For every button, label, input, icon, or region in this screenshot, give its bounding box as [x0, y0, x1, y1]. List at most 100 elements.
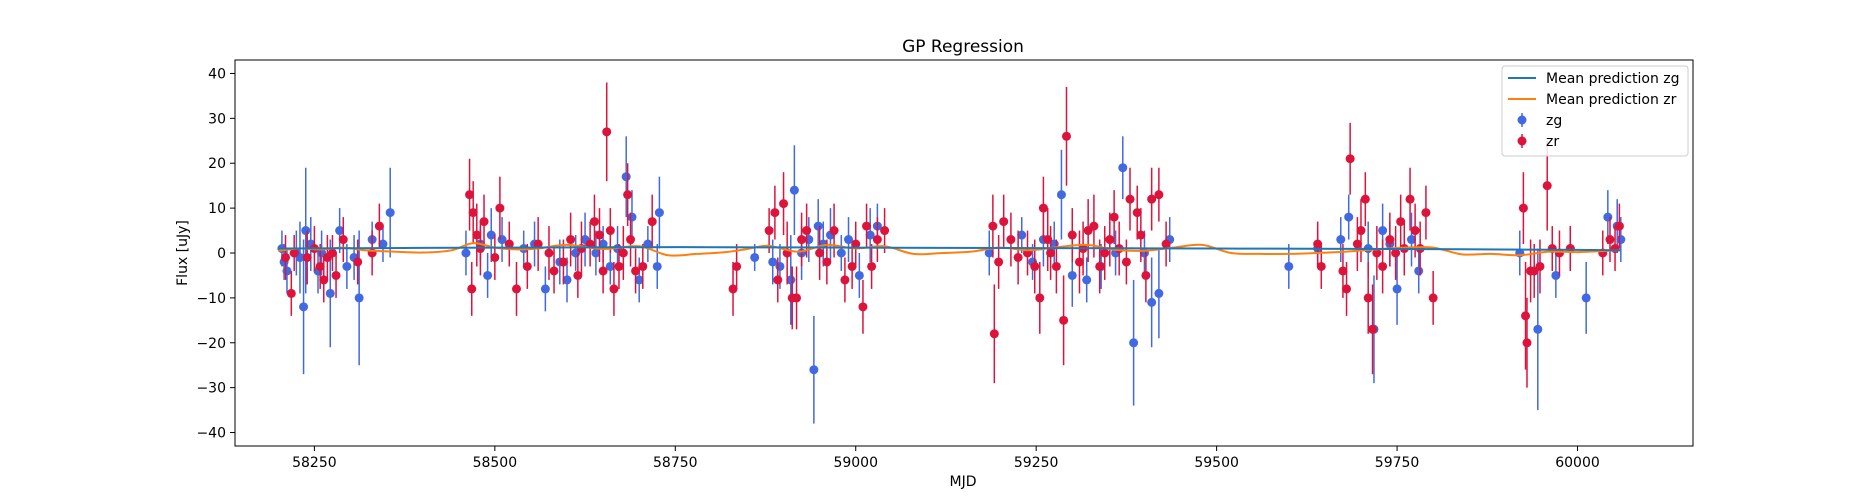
zg-data-point	[621, 136, 631, 218]
zr-data-point	[319, 257, 329, 303]
mean-prediction-zg-line	[278, 246, 1621, 252]
zg-data-point	[497, 217, 507, 262]
zr-data-point	[1154, 167, 1164, 222]
zr-data-point	[1316, 244, 1326, 289]
zg-data-point	[354, 230, 364, 366]
zg-data-point	[1284, 244, 1294, 289]
zr-data-point	[1522, 297, 1532, 388]
zg-data-point	[1551, 253, 1561, 298]
zr-data-point	[728, 261, 738, 316]
zr-data-point	[1132, 185, 1142, 240]
zr-data-point	[999, 194, 1009, 249]
zr-data-point	[1535, 239, 1545, 294]
zg-data-point	[461, 230, 471, 276]
zr-data-point	[338, 217, 348, 262]
legend-label-zr: zr	[1546, 134, 1559, 150]
zr-data-point	[1035, 261, 1045, 334]
zr-data-point	[598, 248, 608, 294]
zr-data-point	[479, 194, 489, 249]
zg-errorbar-series	[277, 136, 1626, 424]
y-axis: −40 −30 −20 −10 0 10 20 30 40	[196, 66, 235, 442]
zr-data-point	[281, 235, 291, 280]
zr-data-point	[1610, 226, 1620, 271]
zr-data-point	[1161, 221, 1171, 267]
x-tick-label: 58500	[473, 455, 518, 471]
x-tick-label: 59750	[1375, 455, 1420, 471]
zr-data-point	[1136, 208, 1146, 262]
zr-data-point	[626, 212, 636, 267]
mean-prediction-lines	[278, 242, 1621, 257]
zr-data-point	[1368, 284, 1378, 375]
zr-data-point	[1565, 226, 1575, 271]
zr-data-point	[286, 270, 296, 316]
zr-data-point	[495, 176, 505, 240]
zr-errorbar-series	[281, 82, 1624, 388]
zg-data-point	[844, 217, 854, 262]
zg-data-point	[984, 230, 994, 276]
legend-frame	[1501, 65, 1689, 157]
zg-data-point	[1392, 253, 1402, 325]
zr-data-point	[851, 221, 861, 267]
zr-data-point	[1061, 86, 1071, 186]
zr-data-point	[815, 226, 825, 280]
zr-data-point	[1605, 217, 1615, 262]
zr-data-point	[573, 253, 583, 298]
zr-data-point	[585, 221, 595, 267]
zr-data-point	[779, 172, 789, 236]
zr-data-point	[623, 163, 633, 227]
zg-data-point	[1017, 217, 1027, 253]
zr-data-point	[353, 239, 363, 285]
y-tick-label: 10	[208, 201, 226, 217]
zr-data-point	[472, 203, 482, 267]
zr-data-point	[327, 235, 337, 271]
zr-data-point	[797, 212, 807, 267]
zg-data-point	[335, 208, 345, 253]
zr-data-point	[614, 244, 624, 289]
legend-label-zr-mean: Mean prediction zr	[1546, 92, 1677, 108]
zg-data-point	[1336, 217, 1346, 262]
zr-data-point	[989, 284, 999, 384]
zg-data-point	[562, 257, 572, 303]
zr-data-point	[858, 279, 868, 334]
legend: Mean prediction zg Mean prediction zr zg…	[1501, 65, 1689, 157]
mean-prediction-zr-line	[278, 242, 1621, 257]
legend-label-zg: zg	[1546, 113, 1562, 129]
zr-data-point	[1360, 172, 1370, 227]
zg-data-point	[1056, 149, 1066, 240]
legend-label-zg-mean: Mean prediction zg	[1546, 71, 1680, 87]
zr-data-point	[1121, 239, 1131, 285]
zr-data-point	[631, 248, 641, 294]
zr-data-point	[1521, 261, 1531, 370]
zr-data-point	[1518, 172, 1528, 245]
zr-data-point	[862, 203, 872, 249]
zr-data-point	[994, 235, 1004, 289]
zr-data-point	[1396, 194, 1406, 249]
y-tick-label: −10	[196, 291, 226, 307]
zg-data-point	[854, 253, 864, 298]
zg-data-point	[865, 208, 875, 262]
x-tick-label: 60000	[1555, 455, 1600, 471]
y-tick-label: −40	[196, 426, 226, 442]
zr-data-point	[544, 226, 554, 280]
zr-data-point	[1378, 239, 1388, 294]
zr-data-point	[374, 203, 384, 249]
zr-data-point	[1352, 217, 1362, 271]
zr-data-point	[331, 253, 341, 298]
zg-data-point	[483, 253, 493, 298]
zr-data-point	[566, 212, 576, 267]
zr-data-point	[1391, 226, 1401, 280]
zr-data-point	[1141, 248, 1151, 303]
zg-data-point	[809, 315, 819, 424]
zg-data-point	[1147, 257, 1157, 348]
zg-data-point	[1533, 248, 1543, 411]
zr-data-point	[1067, 208, 1077, 262]
zr-data-point	[802, 203, 812, 258]
zr-data-point	[1372, 226, 1382, 280]
zg-data-point	[605, 248, 615, 285]
zr-data-point	[1038, 176, 1048, 240]
x-tick-label: 59250	[1014, 455, 1059, 471]
zg-data-point	[301, 167, 311, 294]
zr-data-point	[867, 244, 877, 289]
zg-data-point	[789, 145, 799, 236]
